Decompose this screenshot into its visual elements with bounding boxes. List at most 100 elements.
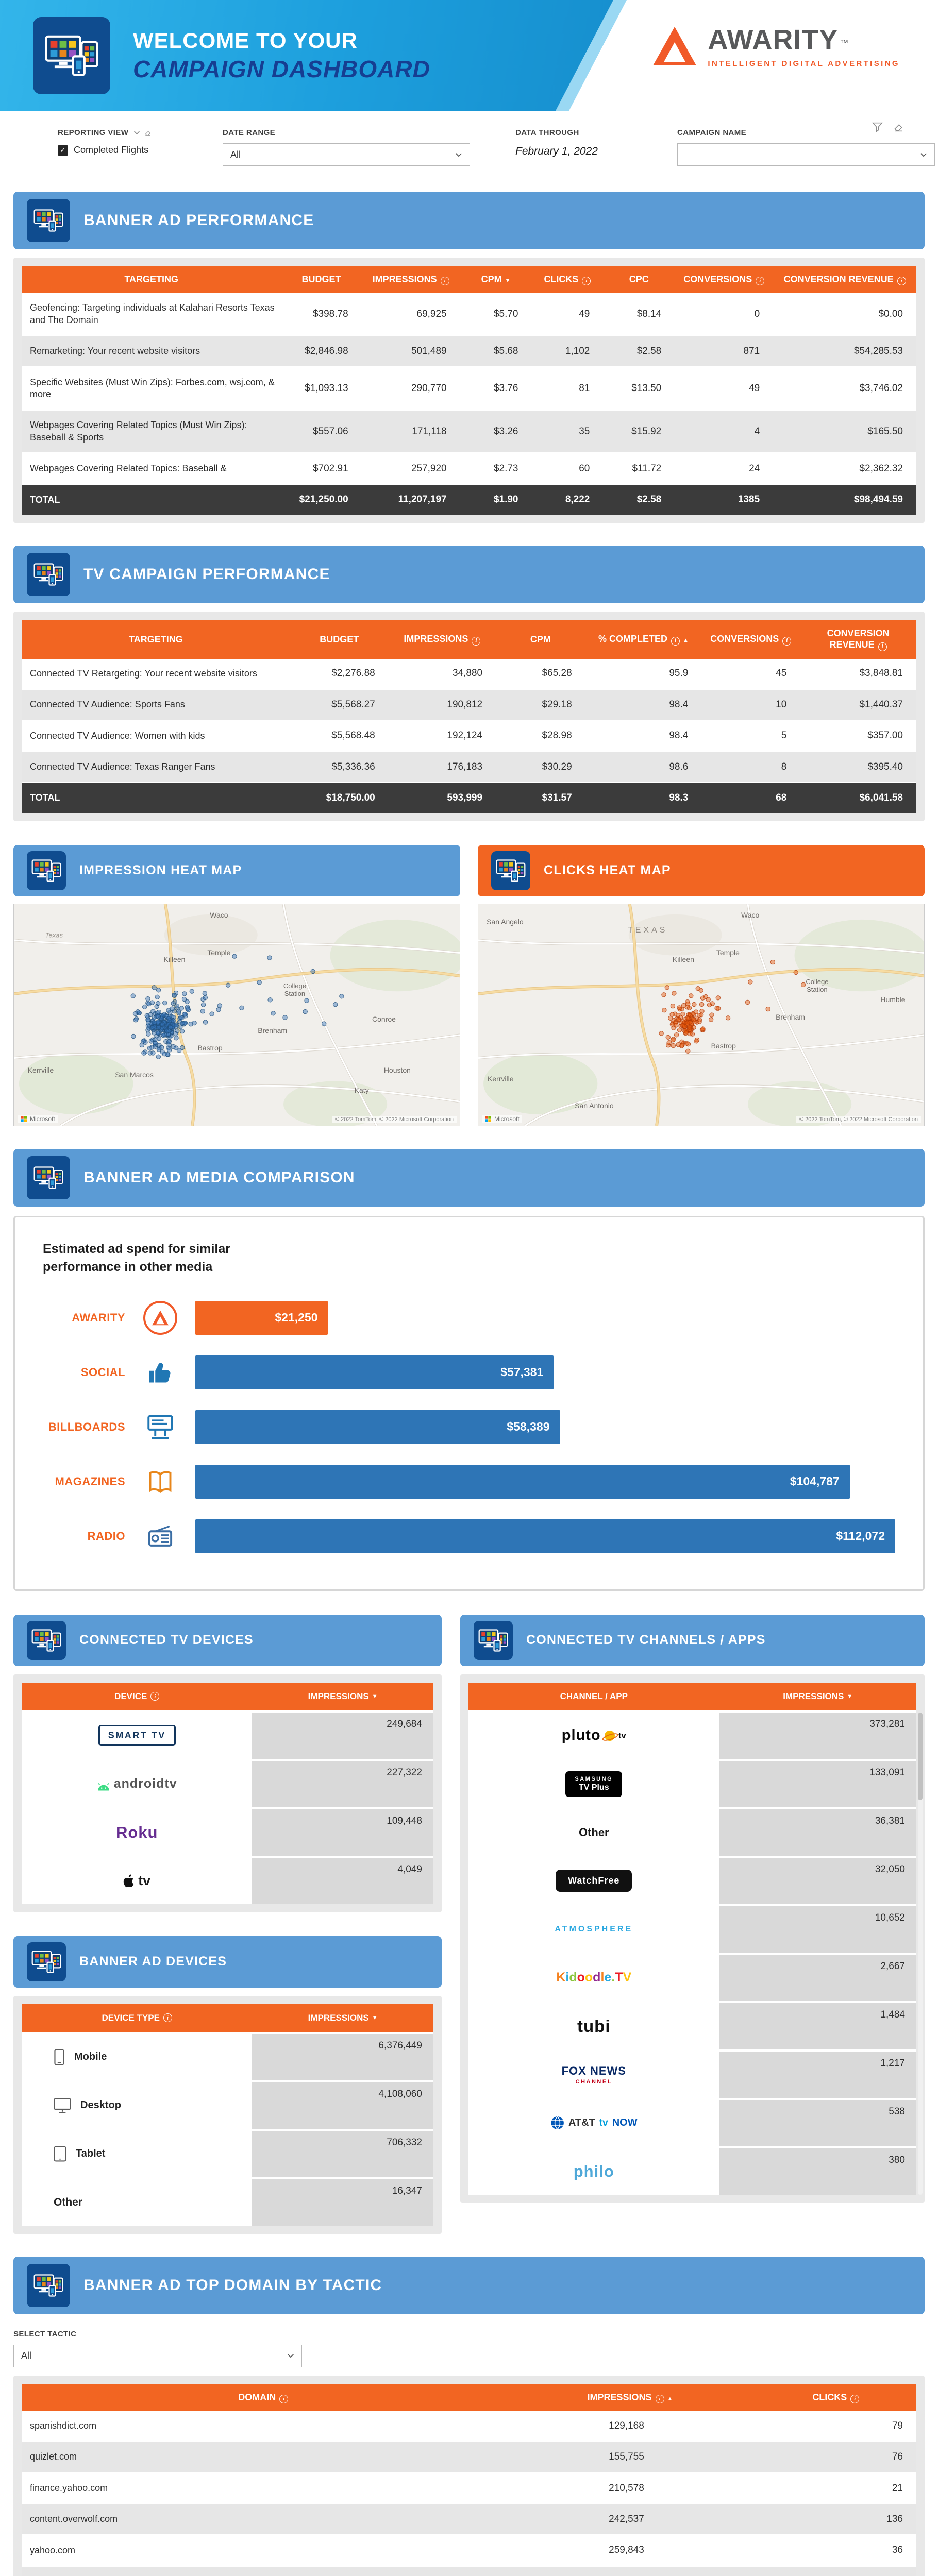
chevron-down-icon[interactable]: [133, 130, 140, 135]
column-header-cpm[interactable]: CPM: [496, 619, 585, 659]
table-row: spanishdict.com 129,168 79: [22, 2411, 916, 2443]
section-banner-ad-top-domain: BANNER AD TOP DOMAIN BY TACTIC SELECT TA…: [0, 2256, 938, 2576]
column-header-conversions[interactable]: CONVERSIONS i: [701, 619, 800, 659]
table-row: AT&T tv NOW 538: [468, 2097, 916, 2146]
column-header-targeting[interactable]: TARGETING: [22, 266, 281, 294]
filter-icon[interactable]: [872, 122, 883, 132]
media-row-social: SOCIAL $57,381: [43, 1345, 895, 1400]
heat-map-dot: [156, 1047, 162, 1052]
column-header-impressions[interactable]: IMPRESSIONS ▼: [252, 2013, 433, 2023]
section-header: BANNER AD PERFORMANCE: [13, 192, 925, 249]
select-tactic-filter: SELECT TACTIC All: [13, 2330, 925, 2367]
column-header-conversion-revenue[interactable]: CONVERSION REVENUE i: [800, 619, 916, 659]
column-header-budget[interactable]: BUDGET: [281, 266, 362, 294]
info-icon[interactable]: i: [671, 636, 680, 646]
table-cell: Connected TV Retargeting: Your recent we…: [22, 658, 290, 690]
clear-filters-icon[interactable]: [893, 122, 904, 132]
date-range-dropdown[interactable]: All: [223, 143, 470, 166]
column-header-conversion-revenue[interactable]: CONVERSION REVENUE i: [773, 266, 916, 294]
column-header-impressions[interactable]: IMPRESSIONS i ▲: [505, 2383, 756, 2412]
column-header-device-type[interactable]: DEVICE TYPE i: [22, 2013, 252, 2023]
media-bar[interactable]: $57,381: [195, 1355, 554, 1389]
heat-map-dot: [697, 1019, 702, 1024]
info-icon[interactable]: i: [472, 636, 481, 646]
section-tv-campaign-performance: TV CAMPAIGN PERFORMANCE TARGETING BUDGET I…: [0, 545, 938, 821]
checkbox-checked-icon[interactable]: ✓: [58, 145, 68, 156]
section-title: IMPRESSION HEAT MAP: [79, 863, 242, 878]
top-domain-table: DOMAIN i IMPRESSIONS i ▲ CLICKS i spanishdict.c…: [22, 2383, 916, 2576]
column-header-budget[interactable]: BUDGET: [290, 619, 389, 659]
info-icon[interactable]: i: [850, 2395, 860, 2404]
scrollbar-thumb[interactable]: [918, 1712, 923, 1800]
column-header-cpm[interactable]: CPM ▼: [460, 266, 532, 294]
column-header-channel-app[interactable]: CHANNEL / APP: [468, 1691, 719, 1702]
column-header-domain[interactable]: DOMAIN i: [22, 2383, 505, 2412]
table-row: Webpages Covering Related Topics (Must W…: [22, 410, 916, 454]
impression-heat-map[interactable]: Microsoft © 2022 TomTom, © 2022 Microsof…: [13, 903, 460, 1126]
column-header-cpc[interactable]: CPC: [603, 266, 675, 294]
table-cell: $1,440.37: [800, 689, 916, 721]
column-header-conversions[interactable]: CONVERSIONS i: [675, 266, 774, 294]
table-row: Roku 109,448: [22, 1807, 433, 1856]
heat-map-dot: [200, 1002, 206, 1007]
column-header-impressions[interactable]: IMPRESSIONS i: [388, 619, 496, 659]
heat-map-dot: [674, 1032, 679, 1038]
map-city-label: Killeen: [163, 955, 186, 964]
brand-tagline: INTELLIGENT DIGITAL ADVERTISING: [708, 59, 900, 68]
welcome-line: WELCOME TO YOUR: [133, 28, 358, 53]
info-icon[interactable]: i: [897, 277, 906, 286]
media-bar-track: $112,072: [195, 1519, 895, 1553]
table-row: content.overwolf.com 242,537 136: [22, 2503, 916, 2536]
info-icon[interactable]: i: [582, 277, 591, 286]
table-cell: 45: [701, 658, 800, 690]
reporting-view-option-label: Completed Flights: [74, 145, 149, 155]
info-icon[interactable]: i: [279, 2395, 289, 2404]
devices-icon-tile: [27, 199, 70, 242]
info-icon[interactable]: i: [150, 1692, 160, 1701]
info-icon[interactable]: i: [655, 2395, 664, 2404]
devices-icon-tile: [27, 2263, 70, 2307]
column-header-device[interactable]: DEVICE i: [22, 1691, 252, 1702]
table-cell: $1,093.13: [281, 367, 362, 411]
heat-map-dot: [679, 1043, 684, 1048]
heat-map-dot: [141, 1050, 146, 1056]
campaign-name-label-text: CAMPAIGN NAME: [677, 128, 747, 137]
media-bar[interactable]: $58,389: [195, 1410, 560, 1444]
section-title: TV CAMPAIGN PERFORMANCE: [83, 565, 330, 583]
info-icon[interactable]: i: [878, 642, 887, 651]
heat-map-dot: [669, 1012, 675, 1017]
table-cell: 98.4: [585, 720, 702, 752]
info-icon[interactable]: i: [756, 277, 765, 286]
total-cell: 11,207,197: [361, 484, 460, 515]
brand-cell: AT&T tv NOW: [468, 2099, 719, 2146]
column-header-impressions[interactable]: IMPRESSIONS ▼: [719, 1691, 916, 1702]
scrollbar[interactable]: [918, 1712, 923, 2195]
table-cell: Webpages Covering Related Topics (Must W…: [22, 410, 281, 454]
info-icon[interactable]: i: [782, 636, 792, 646]
media-bar[interactable]: $21,250: [195, 1300, 328, 1335]
heat-map-dot: [147, 1045, 152, 1050]
microsoft-logo: Microsoft: [482, 1114, 522, 1123]
column-header-clicks[interactable]: CLICKS i: [531, 266, 604, 294]
column-header-impressions[interactable]: IMPRESSIONS ▼: [252, 1691, 433, 1702]
campaign-name-dropdown[interactable]: [677, 143, 935, 166]
column-header-impressions[interactable]: IMPRESSIONS i: [361, 266, 460, 294]
brand-cell: ATMOSPHERE: [468, 1906, 719, 1953]
impressions-cell: 36,381: [719, 1809, 916, 1856]
info-icon[interactable]: i: [440, 277, 449, 286]
clicks-heat-map[interactable]: Microsoft © 2022 TomTom, © 2022 Microsof…: [478, 903, 925, 1126]
media-row-billboards: BILLBOARDS $58,389: [43, 1400, 895, 1454]
column-header-targeting[interactable]: TARGETING: [22, 619, 290, 659]
eraser-icon[interactable]: [144, 129, 152, 137]
heat-map-dot: [699, 1008, 705, 1014]
column-header-completed[interactable]: % COMPLETED i ▲: [585, 619, 702, 659]
column-header-clicks[interactable]: CLICKS i: [755, 2383, 916, 2412]
table-cell: 72: [755, 2566, 916, 2576]
info-icon[interactable]: i: [163, 2013, 172, 2023]
tactic-dropdown[interactable]: All: [13, 2344, 302, 2367]
media-bar[interactable]: $112,072: [195, 1519, 895, 1553]
table-row: Kidoodle.TV 2,667: [468, 1952, 916, 2001]
media-bar[interactable]: $104,787: [195, 1464, 850, 1499]
reporting-view-option[interactable]: ✓ Completed Flights: [58, 145, 212, 156]
